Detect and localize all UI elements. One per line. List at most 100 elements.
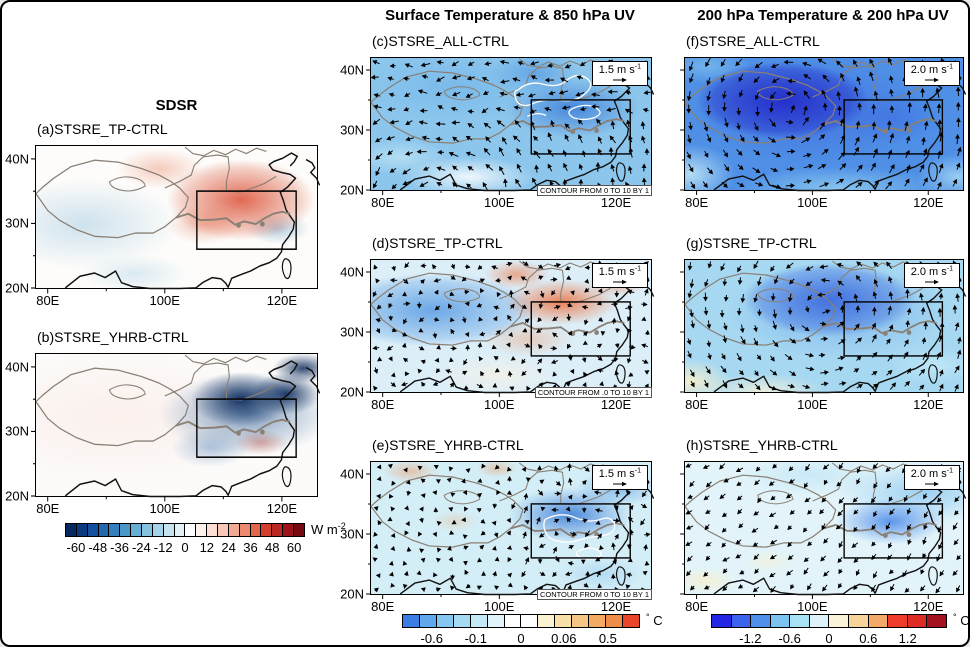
- y-tick-label: 30N: [340, 122, 364, 138]
- panel-label-h: (h)STSRE_YHRB-CTRL: [686, 437, 838, 453]
- x-tick-label: 100E: [797, 195, 828, 210]
- reference-arrow-icon: [612, 78, 627, 83]
- x-tick-label: 120E: [913, 195, 944, 210]
- vector-scale-label: 1.5 m s-1: [598, 467, 641, 480]
- y-tick-label: 20N: [340, 586, 364, 602]
- map-c: 40N 30N 20N 80E 100E 120E 1.5 m s-1 CONT…: [340, 57, 655, 210]
- colorbar-cells: [711, 614, 947, 628]
- panel-label-d: (d)STSRE_TP-CTRL: [372, 235, 503, 251]
- column-title-sdsr: SDSR: [155, 97, 198, 114]
- vector-scale-label: 1.5 m s-1: [598, 63, 641, 76]
- colorbar-tick: 24: [221, 540, 236, 555]
- map-d: 40N 30N 20N 80E 100E 120E 1.5 m s-1 CONT…: [340, 259, 655, 412]
- x-tick-label: 80E: [371, 397, 395, 412]
- vector-scale-label: 2.0 m s-1: [910, 265, 953, 278]
- colorbar-200hpa-temp: -1.2 -0.6 0 0.6 1.2 ° C: [711, 611, 968, 645]
- x-tick-label: 80E: [36, 293, 60, 308]
- colorbar-unit: ° C: [953, 611, 970, 628]
- vector-scale-box: 1.5 m s-1: [591, 263, 648, 289]
- colorbar-tick: 0.5: [598, 631, 617, 646]
- vector-scale-label: 2.0 m s-1: [910, 63, 953, 76]
- y-tick-label: 20N: [340, 182, 364, 198]
- vector-scale-label: 1.5 m s-1: [598, 265, 641, 278]
- colorbar-tick: 0.6: [859, 631, 878, 646]
- y-tick-label: 20N: [5, 488, 29, 504]
- vector-scale-box: 2.0 m s-1: [903, 465, 960, 491]
- y-tick-label: 40N: [340, 264, 364, 280]
- y-tick-label: 30N: [5, 423, 29, 439]
- colorbar-tick: 0: [181, 540, 189, 555]
- colorbar-sdsr: -60 -48 -36 -24 -12 0 12 24 36 48 60 W m-2: [65, 520, 346, 555]
- contour-note: CONTOUR FROM 0 TO 10 BY 1: [536, 184, 652, 196]
- colorbar-tick: -48: [88, 540, 108, 555]
- x-tick-label: 120E: [600, 397, 632, 412]
- y-tick-label: 20N: [5, 280, 29, 296]
- x-tick-label: 100E: [797, 397, 828, 412]
- vector-scale-box: 1.5 m s-1: [591, 61, 648, 87]
- x-tick-label: 80E: [371, 195, 395, 210]
- colorbar-unit: W m-2: [311, 520, 346, 537]
- map-h: 80E 100E 120E 2.0 m s-1: [680, 461, 967, 614]
- map-g: 80E 100E 120E 2.0 m s-1: [680, 259, 967, 412]
- colorbar-tick: 48: [265, 540, 280, 555]
- x-tick-label: 120E: [913, 397, 944, 412]
- panel-label-b: (b)STSRE_YHRB-CTRL: [37, 329, 189, 345]
- map-a: 40N 30N 20N 80E 100E 120E: [5, 145, 321, 308]
- y-tick-label: 40N: [5, 359, 29, 375]
- reference-arrow-icon: [924, 482, 939, 487]
- vector-scale-box: 2.0 m s-1: [903, 263, 960, 289]
- x-tick-label: 80E: [685, 397, 709, 412]
- reference-arrow-icon: [924, 78, 939, 83]
- x-tick-label: 100E: [484, 195, 515, 210]
- x-tick-label: 80E: [371, 599, 395, 614]
- colorbar-tick: -36: [110, 540, 129, 555]
- colorbar-tick: -24: [131, 540, 151, 555]
- x-tick-label: 120E: [913, 599, 944, 614]
- panel-label-g: (g)STSRE_TP-CTRL: [686, 235, 817, 251]
- vector-scale-box: 2.0 m s-1: [903, 61, 960, 87]
- map-e: 40N 30N 20N 80E 100E 120E 1.5 m s-1 CONT…: [340, 461, 655, 614]
- colorbar-tick: -0.6: [420, 631, 443, 646]
- reference-arrow-icon: [612, 280, 627, 285]
- colorbar-tick: 60: [286, 540, 302, 555]
- colorbar-surface-temp: -0.6 -0.1 0 0.06 0.5 ° C: [402, 611, 663, 645]
- x-tick-label: 100E: [149, 293, 180, 308]
- colorbar-tick: 12: [199, 540, 215, 555]
- colorbar-unit: ° C: [646, 611, 663, 628]
- y-tick-label: 30N: [340, 526, 364, 542]
- x-tick-label: 120E: [600, 599, 632, 614]
- vector-scale-label: 2.0 m s-1: [910, 467, 953, 480]
- panel-label-c: (c)STSRE_ALL-CTRL: [372, 33, 509, 49]
- colorbar-tick: 36: [243, 540, 258, 555]
- colorbar-tick: 0: [517, 631, 525, 646]
- panel-label-e: (e)STSRE_YHRB-CTRL: [372, 437, 524, 453]
- y-tick-label: 30N: [5, 215, 29, 231]
- map-f: 80E 100E 120E 2.0 m s-1: [680, 57, 967, 210]
- colorbar-tick: 1.2: [898, 631, 917, 646]
- x-tick-label: 120E: [266, 501, 298, 516]
- colorbar-cells: [402, 614, 640, 628]
- colorbar-tick: -60: [66, 540, 86, 555]
- colorbar-tick: -1.2: [739, 631, 762, 646]
- colorbar-tick: -0.6: [778, 631, 801, 646]
- contour-note: CONTOUR FROM 0 TO 10 BY 1: [536, 588, 652, 600]
- y-tick-label: 40N: [340, 466, 364, 482]
- x-tick-label: 100E: [149, 501, 180, 516]
- panel-label-f: (f)STSRE_ALL-CTRL: [686, 33, 820, 49]
- vector-scale-box: 1.5 m s-1: [591, 465, 648, 491]
- y-tick-label: 40N: [5, 151, 29, 167]
- y-tick-label: 20N: [340, 384, 364, 400]
- x-tick-label: 120E: [266, 293, 298, 308]
- y-tick-label: 30N: [340, 324, 364, 340]
- map-b: 40N 30N 20N 80E 100E 120E: [5, 353, 321, 516]
- reference-arrow-icon: [612, 482, 627, 487]
- contour-note: CONTOUR FROM .0 TO 10 BY 1: [534, 386, 652, 398]
- x-tick-label: 80E: [685, 599, 709, 614]
- x-tick-label: 100E: [484, 599, 515, 614]
- x-tick-label: 80E: [36, 501, 60, 516]
- colorbar-tick: 0: [825, 631, 833, 646]
- column-title-surface: Surface Temperature & 850 hPa UV: [385, 7, 635, 24]
- colorbar-cells: [65, 523, 305, 537]
- panel-label-a: (a)STSRE_TP-CTRL: [37, 121, 168, 137]
